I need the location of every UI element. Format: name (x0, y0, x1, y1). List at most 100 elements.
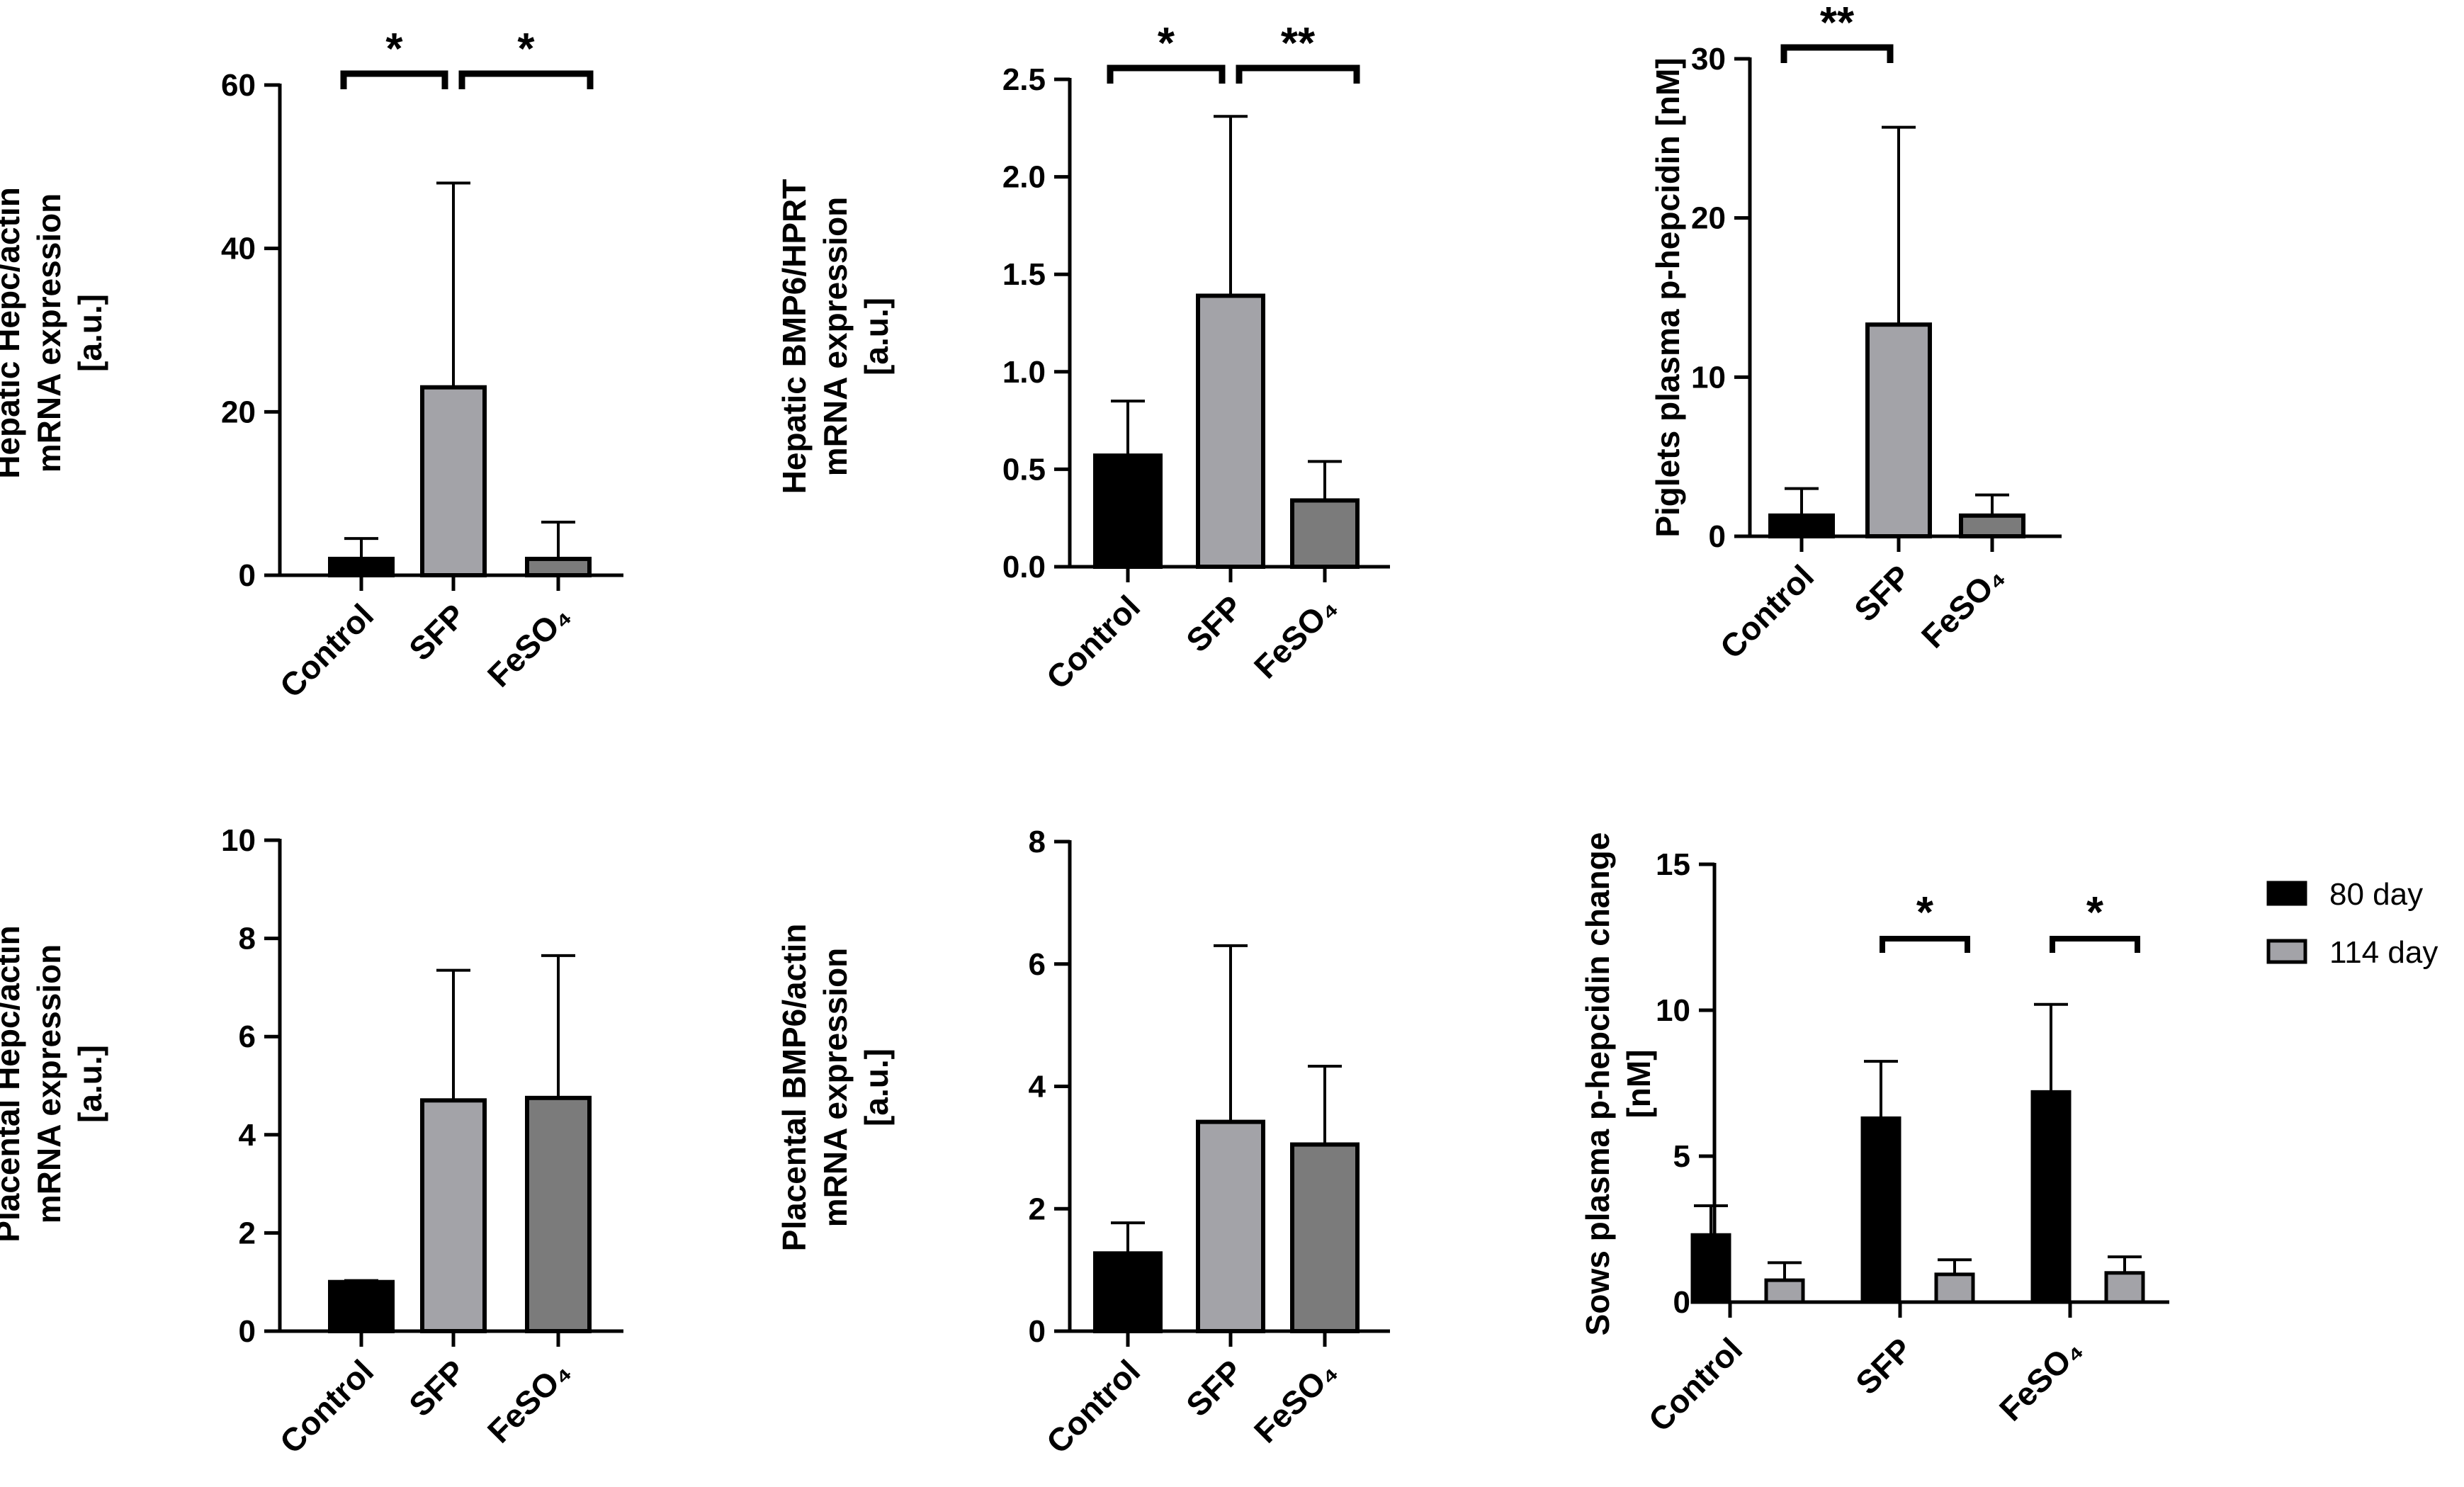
y-axis-title: mRNA expression (30, 944, 67, 1224)
significance-bracket (1780, 44, 1894, 63)
bar-sfp (420, 1098, 487, 1334)
legend-swatch-day80 (2266, 881, 2307, 906)
y-tick-label: 0.0 (1002, 550, 1046, 584)
y-tick-label: 6 (239, 1019, 256, 1054)
y-axis-title: mRNA expression (817, 197, 854, 477)
chart-hepatic-hepc: 0 20 40 60 Hepatic Hepc/actin mRNA expression… (0, 25, 623, 705)
bar-feso (1959, 513, 2025, 539)
y-tick-label: 6 (1029, 947, 1046, 982)
significance-marker: * (385, 25, 403, 74)
x-category-label: FeSO₄ (1992, 1330, 2089, 1427)
significance-marker: ** (1281, 19, 1316, 68)
chart-placental-bmp6: 0 2 4 6 8 Placental BMP6/actin mRNA expression… (776, 825, 1390, 1461)
y-tick-label: 10 (1656, 993, 1690, 1028)
significance-marker: * (2086, 888, 2104, 937)
significance-bracket (1880, 936, 1970, 953)
bar-feso (525, 1095, 592, 1333)
y-tick-label: 8 (1029, 825, 1046, 859)
x-category-label: SFP (1179, 588, 1250, 659)
significance-bracket (458, 70, 594, 89)
x-category-label: SFP (1848, 1330, 1919, 1401)
y-tick-label: 8 (239, 922, 256, 956)
x-category-label: SFP (1847, 558, 1918, 628)
legend: 80 day 114 day (2266, 877, 2438, 970)
y-axis-title: Sows plasma p-hepcidin change (1579, 832, 1616, 1336)
x-category-label: Control (1713, 558, 1821, 665)
y-tick-label: 2 (239, 1216, 256, 1250)
significance-marker: ** (1820, 0, 1855, 47)
y-tick-label: 0 (239, 558, 256, 593)
x-category-label: FeSO₄ (1914, 558, 2011, 655)
y-axis-title: mRNA expression (30, 193, 67, 473)
bar-sfp (1196, 1119, 1265, 1334)
chart-placental-hepc: 0 2 4 6 8 10 Placental Hepc/actin mRNA expressi… (0, 823, 623, 1461)
bar-control (328, 1279, 395, 1333)
bar-day80 (1690, 1233, 1731, 1304)
bar-control (1093, 1251, 1163, 1333)
y-axis-title: [a.u.] (858, 298, 895, 375)
x-category-label: Control (273, 597, 380, 704)
y-tick-label: 2 (1029, 1192, 1046, 1226)
x-category-label: FeSO₄ (1247, 1352, 1344, 1449)
x-category-label: FeSO₄ (480, 597, 577, 694)
y-tick-label: 1.0 (1002, 355, 1046, 390)
x-category-label: Control (273, 1352, 380, 1460)
y-tick-label: 10 (1691, 360, 1726, 395)
y-tick-label: 40 (221, 232, 256, 266)
y-tick-label: 0 (1709, 519, 1726, 554)
y-axis-title: mRNA expression (817, 948, 854, 1228)
x-category-label: FeSO₄ (480, 1352, 577, 1449)
significance-bracket (1236, 64, 1360, 84)
bar-feso (1290, 1142, 1360, 1334)
significance-bracket (1107, 64, 1226, 84)
bar-day80 (2030, 1090, 2072, 1304)
y-tick-label: 2.0 (1002, 160, 1046, 195)
bar-feso (525, 556, 592, 578)
x-category-label: Control (1039, 588, 1147, 696)
x-category-label: Control (1641, 1330, 1749, 1438)
bar-day114 (2104, 1271, 2145, 1304)
bar-day114 (1764, 1278, 1805, 1304)
y-tick-label: 2.5 (1002, 62, 1046, 97)
y-tick-label: 30 (1691, 42, 1726, 77)
bar-control (1768, 513, 1835, 539)
y-tick-label: 20 (221, 395, 256, 429)
y-tick-label: 10 (221, 823, 256, 858)
y-tick-label: 0.5 (1002, 452, 1046, 487)
bar-day80 (1860, 1116, 1901, 1304)
y-axis-title: [a.u.] (72, 1045, 108, 1123)
legend-swatch-day114 (2266, 939, 2307, 964)
y-tick-label: 0 (1673, 1285, 1690, 1320)
y-tick-label: 0 (239, 1314, 256, 1349)
y-tick-label: 5 (1673, 1139, 1690, 1174)
x-category-label: SFP (402, 1352, 473, 1423)
x-category-label: FeSO₄ (1247, 588, 1344, 685)
significance-bracket (340, 70, 448, 89)
x-category-label: SFP (1179, 1352, 1250, 1423)
legend-label: 114 day (2329, 935, 2438, 970)
bar-control (1093, 453, 1163, 569)
bar-feso (1290, 498, 1360, 570)
bar-day114 (1934, 1272, 1975, 1304)
bar-control (328, 556, 395, 578)
significance-marker: * (517, 25, 535, 74)
y-tick-label: 60 (221, 68, 256, 103)
chart-sows-hepcidin-change: 0 5 10 15 Sows plasma p-hepcidin change [nM] C… (1579, 832, 2438, 1439)
significance-bracket (2050, 936, 2140, 953)
x-category-label: Control (1039, 1352, 1147, 1460)
y-axis-title: Hepatic BMP6/HPRT (776, 179, 813, 494)
x-category-label: SFP (402, 597, 473, 667)
y-tick-label: 4 (239, 1118, 256, 1153)
significance-marker: * (1158, 19, 1175, 68)
y-axis-title: Placental Hepc/actin (0, 925, 26, 1242)
y-axis-title: [nM] (1620, 1049, 1657, 1118)
y-axis-title: [a.u.] (858, 1048, 895, 1126)
legend-label: 80 day (2329, 877, 2423, 912)
bar-sfp (1865, 322, 1932, 538)
y-axis-title: Piglets plasma p-hepcidin [nM] (1649, 57, 1686, 537)
bar-sfp (420, 385, 487, 577)
y-axis-title: Hepatic Hepc/actin (0, 187, 26, 479)
y-axis-title: Placental BMP6/actin (776, 924, 813, 1252)
bar-sfp (1196, 293, 1265, 569)
significance-marker: * (1916, 888, 1934, 937)
